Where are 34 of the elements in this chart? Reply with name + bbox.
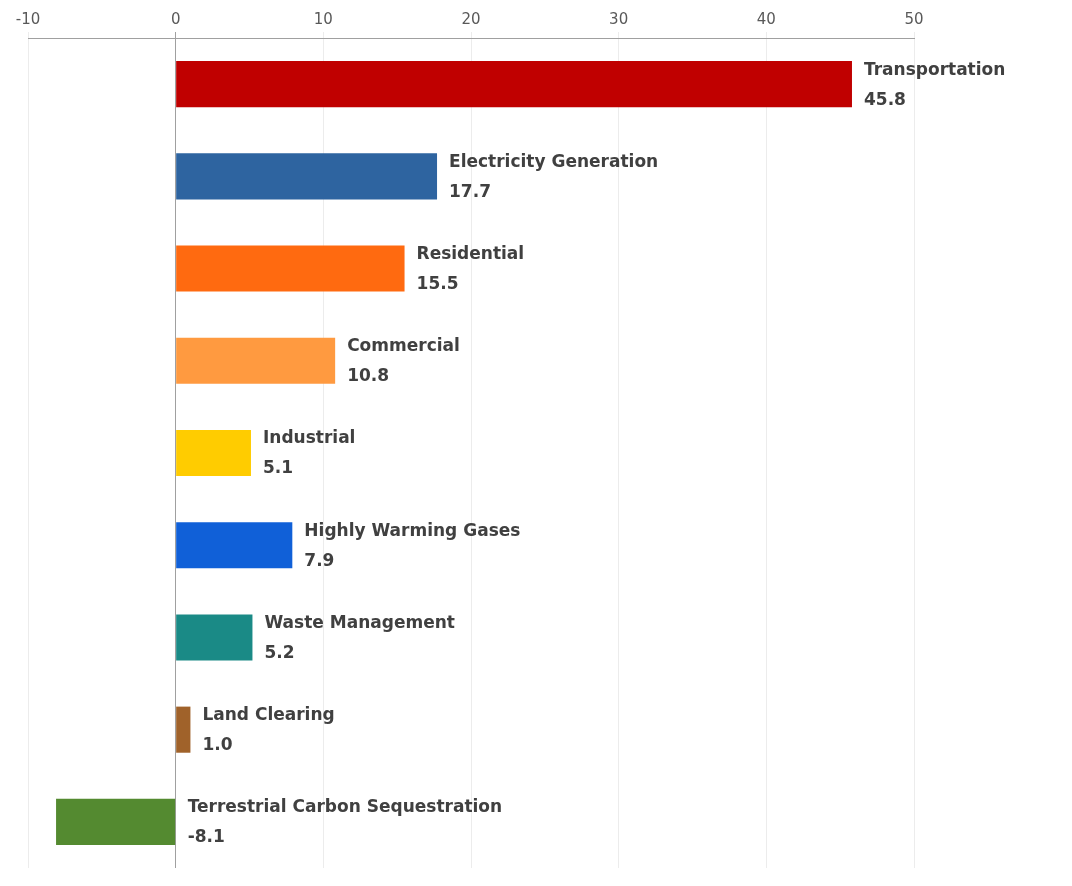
data-label: 10.8 <box>347 365 390 386</box>
x-tick-label: 20 <box>461 9 481 28</box>
x-tick-label: 50 <box>904 9 924 28</box>
data-label: 15.5 <box>416 272 459 293</box>
data-label: 5.2 <box>264 641 295 662</box>
bar <box>176 429 251 477</box>
data-label: 17.7 <box>449 180 491 201</box>
x-tick-label: 0 <box>170 9 181 28</box>
y-tick-label: Highly Warming Gases <box>304 519 521 540</box>
y-tick-label: Industrial <box>262 427 356 448</box>
bar <box>176 706 191 753</box>
y-tick-label: Terrestrial Carbon Sequestration <box>187 796 503 817</box>
y-tick-label: Waste Management <box>264 611 455 632</box>
data-label: 5.1 <box>262 457 294 478</box>
data-label: 1.0 <box>202 734 233 755</box>
data-label: -8.1 <box>187 826 225 847</box>
y-tick-label: Commercial <box>347 335 460 356</box>
bar <box>56 798 176 845</box>
bar <box>176 522 293 569</box>
data-label: 45.8 <box>863 88 906 109</box>
bar <box>176 245 405 292</box>
bar <box>176 153 438 200</box>
y-tick-label: Land Clearing <box>202 704 335 725</box>
x-tick-label: 40 <box>756 9 776 28</box>
x-tick-label: -10 <box>15 9 41 28</box>
bar <box>176 61 852 108</box>
y-tick-label: Transportation <box>863 58 1006 79</box>
data-label: 7.9 <box>304 549 335 570</box>
x-tick-label: 30 <box>609 9 629 28</box>
bar <box>176 614 253 661</box>
bar <box>176 337 336 384</box>
y-tick-label: Electricity Generation <box>449 150 659 171</box>
y-tick-label: Residential <box>416 242 525 263</box>
x-tick-label: 10 <box>313 9 333 28</box>
